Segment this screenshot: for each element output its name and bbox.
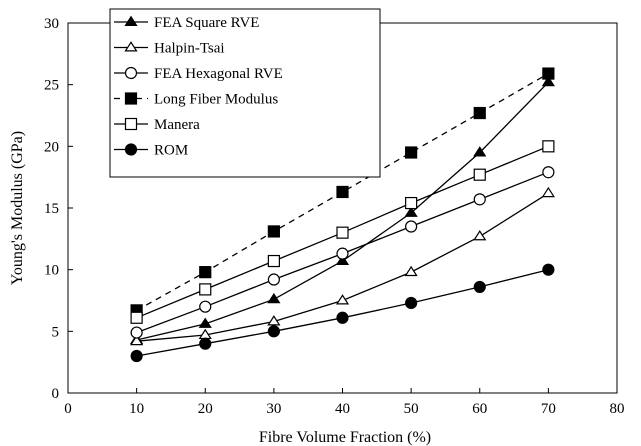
x-tick-label: 70 [541,401,556,417]
legend-label: FEA Square RVE [154,15,259,31]
legend-label: Long Fiber Modulus [154,92,278,108]
data-point [336,226,349,239]
x-tick-label: 10 [129,401,144,417]
legend: FEA Square RVE Halpin-Tsai FEA Hexagonal R… [109,8,381,178]
data-point [405,196,418,210]
series-5 [130,263,555,363]
data-point [199,266,212,279]
data-point [267,254,280,268]
y-tick-label: 20 [44,139,59,155]
legend-marker [124,15,138,26]
x-axis-label: Fibre Volume Fraction (%) [259,429,431,446]
legend-marker [124,143,138,156]
data-point [473,146,487,157]
data-point [198,317,212,328]
series-1 [130,186,555,346]
data-point [336,247,349,260]
legend-box [109,8,381,178]
legend-marker [124,41,138,52]
data-point [405,146,418,159]
data-point [404,265,418,277]
legend-marker [124,92,138,105]
x-tick-label: 40 [335,401,350,417]
data-point [130,326,143,339]
legend-label: Manera [154,117,200,133]
data-point [267,225,280,238]
y-tick-label: 15 [44,201,59,217]
data-point [542,166,555,179]
series-4 [130,140,555,324]
data-point [267,292,281,304]
data-point [473,280,486,294]
legend-label: Halpin-Tsai [154,41,225,57]
x-tick-label: 80 [610,401,625,417]
x-tick-label: 50 [404,401,419,417]
series-3 [130,67,555,317]
data-point [199,283,212,296]
y-tick-label: 10 [44,263,59,279]
data-point [541,186,555,198]
data-point [199,300,212,313]
data-point [130,334,144,346]
y-tick-label: 30 [44,16,59,32]
y-tick-label: 5 [52,324,60,340]
series-2 [130,166,555,339]
data-point [542,67,555,80]
data-point [405,296,418,310]
data-point [267,273,280,286]
data-point [335,294,350,305]
legend-label: ROM [154,143,188,159]
y-axis-label: Young's Modulus (GPa) [9,131,26,285]
data-point [473,168,486,181]
data-point [130,349,143,363]
data-point [541,75,555,87]
data-point [473,230,487,241]
data-point [542,140,555,153]
x-tick-label: 0 [64,401,72,417]
data-point [130,311,143,324]
plot-area [130,67,555,363]
data-point [336,311,349,324]
data-point [199,337,212,350]
data-point [473,106,486,120]
data-point [473,193,486,206]
data-point [267,325,280,338]
legend-label: FEA Hexagonal RVE [154,66,283,82]
x-tick-label: 20 [198,401,213,417]
data-point [267,315,281,326]
legend-marker [124,117,138,131]
data-point [542,263,555,276]
data-point [336,185,349,199]
y-tick-label: 25 [44,78,59,94]
data-point [405,220,418,233]
data-point [335,254,350,266]
y-tick-label: 0 [52,386,60,402]
data-point [404,206,418,217]
axes: 0 10 20 30 40 50 60 70 80 0 5 10 15 20 25 30 [44,16,625,417]
x-tick-label: 30 [266,401,281,417]
x-tick-label: 60 [472,401,487,417]
legend-marker [124,66,138,80]
